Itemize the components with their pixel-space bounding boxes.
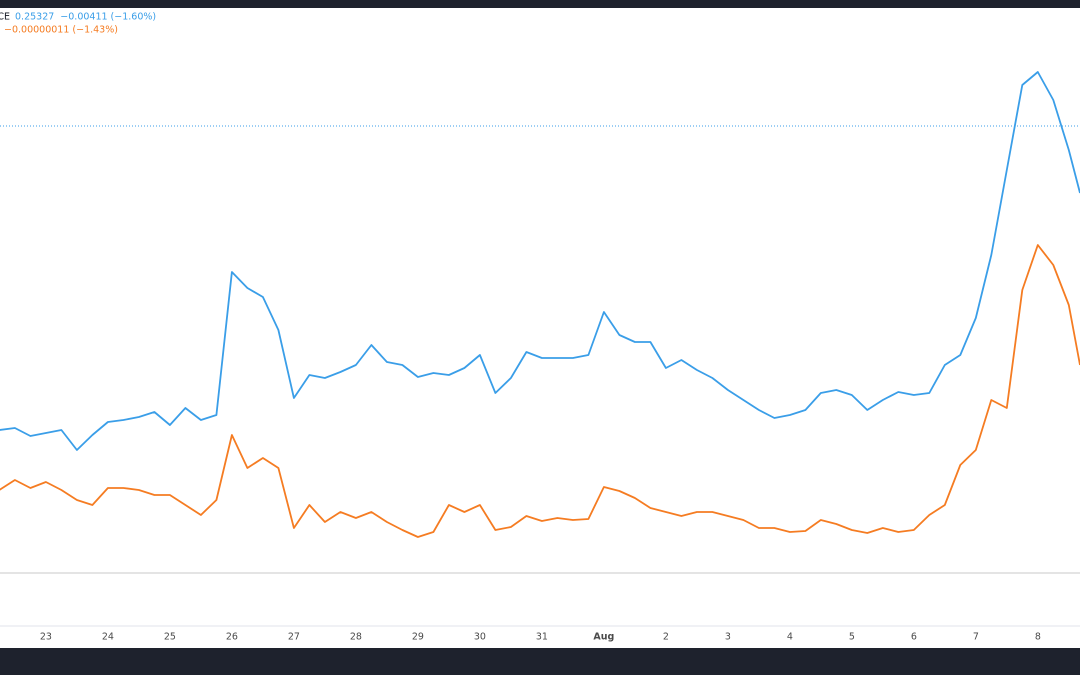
series-line bbox=[0, 71, 1080, 451]
x-tick-label: 29 bbox=[412, 632, 424, 643]
x-tick-label: 6 bbox=[911, 632, 917, 643]
bottom-bar bbox=[0, 648, 1080, 675]
x-tick-label: 2 bbox=[663, 632, 669, 643]
x-tick-label: 23 bbox=[40, 632, 52, 643]
legend-value: 0.25327 bbox=[15, 12, 54, 23]
x-tick-label: 25 bbox=[164, 632, 176, 643]
x-tick-label: 26 bbox=[226, 632, 238, 643]
x-tick-label: 7 bbox=[973, 632, 979, 643]
x-tick-label: 4 bbox=[787, 632, 793, 643]
series-line bbox=[0, 244, 1080, 538]
legend-value: −0.00411 (−1.60%) bbox=[60, 12, 156, 23]
x-tick-label: Aug bbox=[593, 632, 614, 643]
x-tick-label: 30 bbox=[474, 632, 486, 643]
x-tick-label: 24 bbox=[102, 632, 114, 643]
x-tick-label: 8 bbox=[1035, 632, 1041, 643]
legend-value: −0.00000011 (−1.43%) bbox=[4, 25, 118, 36]
x-tick-label: 31 bbox=[536, 632, 548, 643]
legend-name: CE bbox=[0, 12, 10, 23]
top-bar bbox=[0, 0, 1080, 8]
x-tick-label: 28 bbox=[350, 632, 362, 643]
x-tick-label: 27 bbox=[288, 632, 300, 643]
x-tick-label: 3 bbox=[725, 632, 731, 643]
x-tick-label: 5 bbox=[849, 632, 855, 643]
